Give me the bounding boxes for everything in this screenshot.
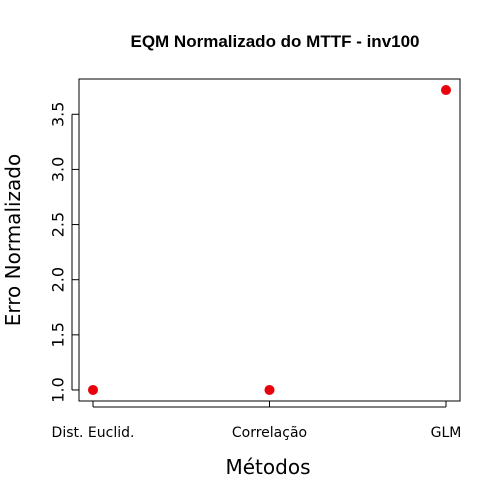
y-tick-label: 3.5 xyxy=(49,102,68,127)
x-tick-label: Correlação xyxy=(232,425,307,441)
y-tick-label: 1.5 xyxy=(49,322,68,347)
x-tick-label: Dist. Euclid. xyxy=(52,425,135,441)
x-axis: Dist. Euclid. Correlação GLM xyxy=(52,401,462,441)
chart-title: EQM Normalizado do MTTF - inv100 xyxy=(130,32,419,51)
plot-area-frame xyxy=(78,78,461,402)
y-tick-label: 1.0 xyxy=(49,377,68,402)
x-tick-label: GLM xyxy=(431,425,462,441)
x-axis-label: Métodos xyxy=(226,455,311,479)
y-axis-label: Erro Normalizado xyxy=(1,154,25,327)
y-tick-label: 2.5 xyxy=(49,212,68,237)
y-axis: 1.0 1.5 2.0 2.5 3.0 3.5 xyxy=(49,102,79,403)
data-point xyxy=(441,85,451,96)
data-point xyxy=(264,384,275,395)
data-points xyxy=(88,85,451,395)
y-tick-label: 3.0 xyxy=(49,157,68,182)
data-point xyxy=(88,384,98,395)
y-tick-label: 2.0 xyxy=(49,267,68,292)
